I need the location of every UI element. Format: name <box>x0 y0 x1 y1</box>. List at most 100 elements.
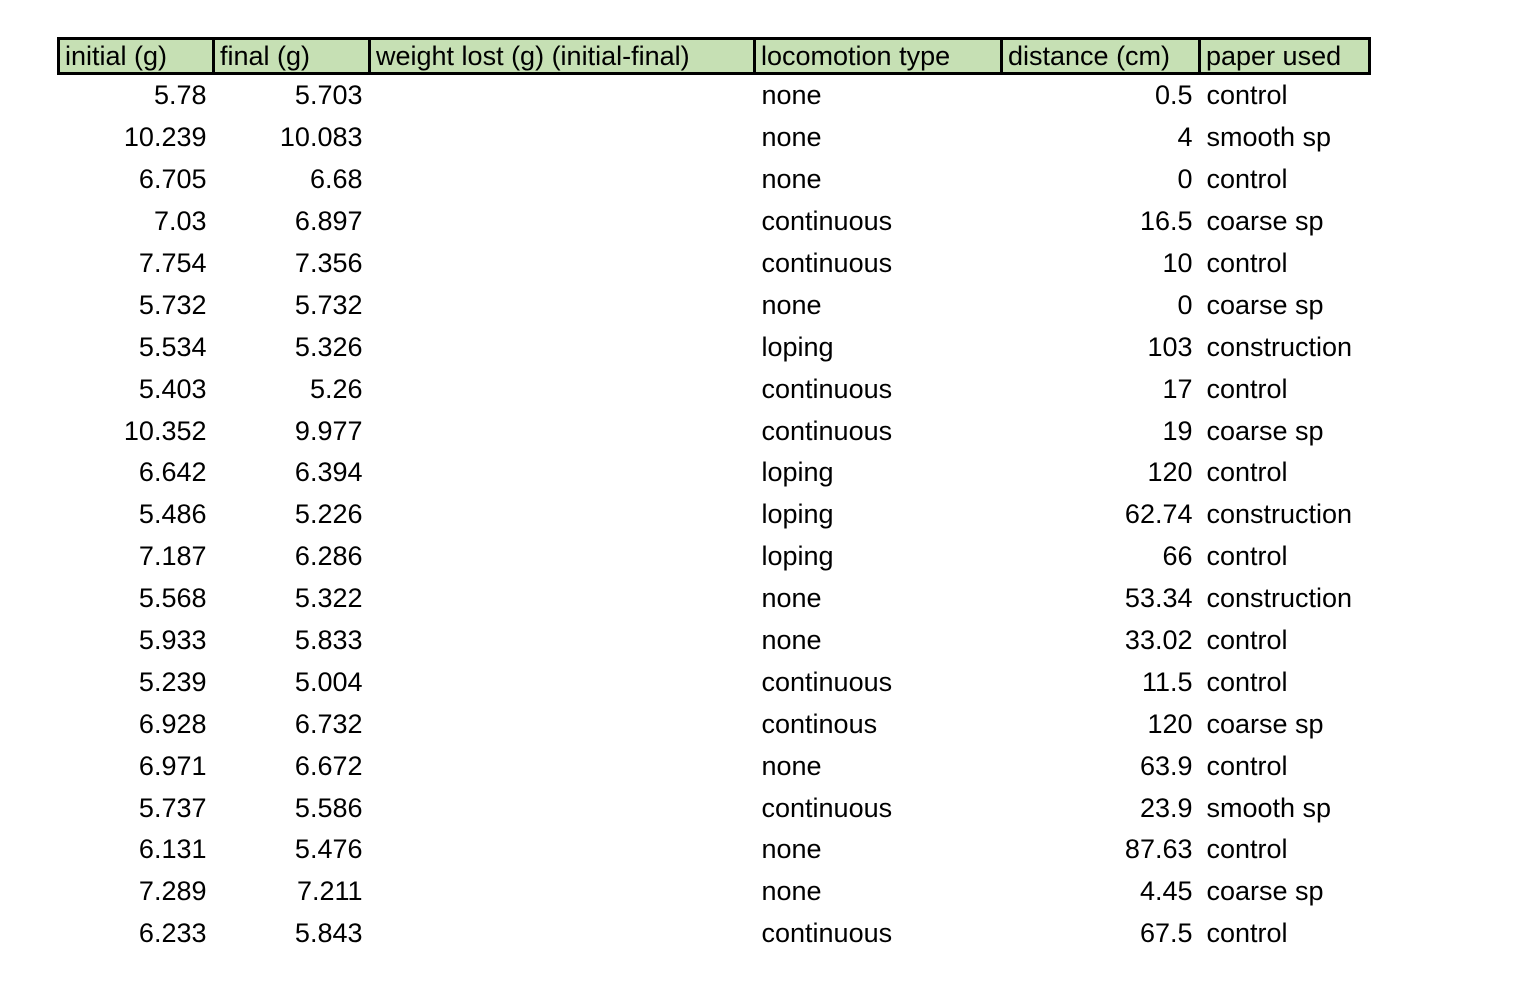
cell-paper-used[interactable]: control <box>1206 164 1288 195</box>
cell-initial-weight[interactable]: 5.403 <box>138 373 207 404</box>
cell-locomotion-type[interactable]: continuous <box>761 792 893 823</box>
cell-final-weight[interactable]: 6.897 <box>294 206 363 237</box>
cell-final-weight[interactable]: 5.843 <box>294 918 363 949</box>
cell-paper-used[interactable]: coarse sp <box>1206 415 1324 446</box>
cell-final-weight[interactable]: 6.672 <box>294 750 363 781</box>
cell-locomotion-type[interactable]: continous <box>761 708 878 739</box>
cell-final-weight[interactable]: 5.322 <box>294 583 363 614</box>
cell-final-weight[interactable]: 5.326 <box>294 331 363 362</box>
cell-locomotion-type[interactable]: continuous <box>761 373 893 404</box>
cell-paper-used[interactable]: smooth sp <box>1206 792 1332 823</box>
cell-weight-lost[interactable] <box>370 661 755 703</box>
cell-locomotion-type[interactable]: continuous <box>761 415 893 446</box>
cell-initial-weight[interactable]: 7.754 <box>138 248 207 278</box>
cell-paper-used[interactable]: control <box>1206 834 1288 865</box>
cell-weight-lost[interactable] <box>370 74 755 117</box>
cell-locomotion-type[interactable]: loping <box>761 499 834 530</box>
cell-paper-used[interactable]: control <box>1206 541 1288 572</box>
cell-initial-weight[interactable]: 5.732 <box>138 289 207 320</box>
cell-paper-used[interactable]: control <box>1206 373 1288 404</box>
cell-initial-weight[interactable]: 10.239 <box>123 122 207 153</box>
cell-weight-lost[interactable] <box>370 452 755 494</box>
cell-paper-used[interactable]: control <box>1206 625 1288 656</box>
cell-locomotion-type[interactable]: loping <box>761 457 834 488</box>
column-header-initial-weight[interactable]: initial (g) <box>57 37 215 75</box>
cell-final-weight[interactable]: 10.083 <box>279 122 363 153</box>
cell-paper-used[interactable]: construction <box>1206 583 1353 614</box>
cell-locomotion-type[interactable]: none <box>761 876 822 907</box>
cell-locomotion-type[interactable]: none <box>761 583 822 614</box>
cell-weight-lost[interactable] <box>370 787 755 829</box>
cell-locomotion-type[interactable]: none <box>761 625 822 656</box>
cell-initial-weight[interactable]: 6.642 <box>138 457 207 488</box>
cell-initial-weight[interactable]: 5.933 <box>138 625 207 656</box>
cell-final-weight[interactable]: 9.977 <box>294 415 363 446</box>
cell-locomotion-type[interactable]: none <box>761 164 822 195</box>
cell-final-weight[interactable]: 5.732 <box>294 289 363 320</box>
cell-weight-lost[interactable] <box>370 368 755 410</box>
cell-weight-lost[interactable] <box>370 913 755 955</box>
cell-paper-used[interactable]: control <box>1206 248 1288 278</box>
cell-distance[interactable]: 0 <box>1177 164 1193 195</box>
cell-locomotion-type[interactable]: continuous <box>761 206 893 237</box>
cell-locomotion-type[interactable]: none <box>761 122 822 153</box>
cell-initial-weight[interactable]: 6.131 <box>138 834 207 865</box>
cell-final-weight[interactable]: 6.394 <box>294 457 363 488</box>
cell-weight-lost[interactable] <box>370 703 755 745</box>
cell-initial-weight[interactable]: 6.971 <box>138 750 207 781</box>
cell-final-weight[interactable]: 5.833 <box>294 625 363 656</box>
cell-final-weight[interactable]: 5.226 <box>294 499 363 530</box>
cell-weight-lost[interactable] <box>370 410 755 452</box>
cell-locomotion-type[interactable]: none <box>761 834 822 865</box>
cell-initial-weight[interactable]: 5.78 <box>153 80 207 111</box>
cell-paper-used[interactable]: smooth sp <box>1206 122 1332 153</box>
cell-distance[interactable]: 63.9 <box>1139 750 1193 781</box>
cell-initial-weight[interactable]: 5.568 <box>138 583 207 614</box>
cell-weight-lost[interactable] <box>370 159 755 201</box>
cell-paper-used[interactable]: control <box>1206 750 1288 781</box>
cell-final-weight[interactable]: 6.68 <box>309 164 363 195</box>
cell-distance[interactable]: 87.63 <box>1124 834 1193 865</box>
cell-distance[interactable]: 66 <box>1162 541 1193 572</box>
cell-weight-lost[interactable] <box>370 829 755 871</box>
cell-paper-used[interactable]: control <box>1206 918 1288 949</box>
cell-distance[interactable]: 19 <box>1162 415 1193 446</box>
cell-weight-lost[interactable] <box>370 871 755 913</box>
cell-weight-lost[interactable] <box>370 494 755 536</box>
cell-final-weight[interactable]: 6.732 <box>294 708 363 739</box>
cell-distance[interactable]: 0.5 <box>1154 80 1193 111</box>
cell-paper-used[interactable]: coarse sp <box>1206 206 1324 237</box>
cell-locomotion-type[interactable]: none <box>761 80 822 111</box>
cell-weight-lost[interactable] <box>370 284 755 326</box>
cell-weight-lost[interactable] <box>370 326 755 368</box>
cell-paper-used[interactable]: coarse sp <box>1206 289 1324 320</box>
cell-paper-used[interactable]: control <box>1206 666 1288 697</box>
cell-initial-weight[interactable]: 5.737 <box>138 792 207 823</box>
cell-weight-lost[interactable] <box>370 243 755 285</box>
column-header-paper-used[interactable]: paper used <box>1198 37 1371 75</box>
cell-initial-weight[interactable]: 5.534 <box>138 331 207 362</box>
cell-initial-weight[interactable]: 7.187 <box>138 541 207 572</box>
cell-locomotion-type[interactable]: loping <box>761 541 834 572</box>
cell-distance[interactable]: 0 <box>1177 289 1193 320</box>
cell-final-weight[interactable]: 5.586 <box>294 792 363 823</box>
cell-final-weight[interactable]: 5.26 <box>309 373 363 404</box>
cell-locomotion-type[interactable]: continuous <box>761 666 893 697</box>
cell-paper-used[interactable]: coarse sp <box>1206 876 1324 907</box>
cell-initial-weight[interactable]: 6.928 <box>138 708 207 739</box>
cell-distance[interactable]: 103 <box>1147 331 1193 362</box>
cell-locomotion-type[interactable]: continuous <box>761 918 893 949</box>
cell-final-weight[interactable]: 7.356 <box>294 248 363 278</box>
cell-weight-lost[interactable] <box>370 201 755 243</box>
cell-initial-weight[interactable]: 6.233 <box>138 918 207 949</box>
cell-weight-lost[interactable] <box>370 578 755 620</box>
cell-locomotion-type[interactable]: none <box>761 289 822 320</box>
cell-initial-weight[interactable]: 7.03 <box>153 206 207 237</box>
cell-distance[interactable]: 120 <box>1147 708 1193 739</box>
cell-initial-weight[interactable]: 5.486 <box>138 499 207 530</box>
cell-distance[interactable]: 23.9 <box>1139 792 1193 823</box>
cell-final-weight[interactable]: 7.211 <box>296 876 363 907</box>
cell-weight-lost[interactable] <box>370 536 755 578</box>
cell-paper-used[interactable]: control <box>1206 80 1288 111</box>
cell-distance[interactable]: 33.02 <box>1124 625 1193 656</box>
